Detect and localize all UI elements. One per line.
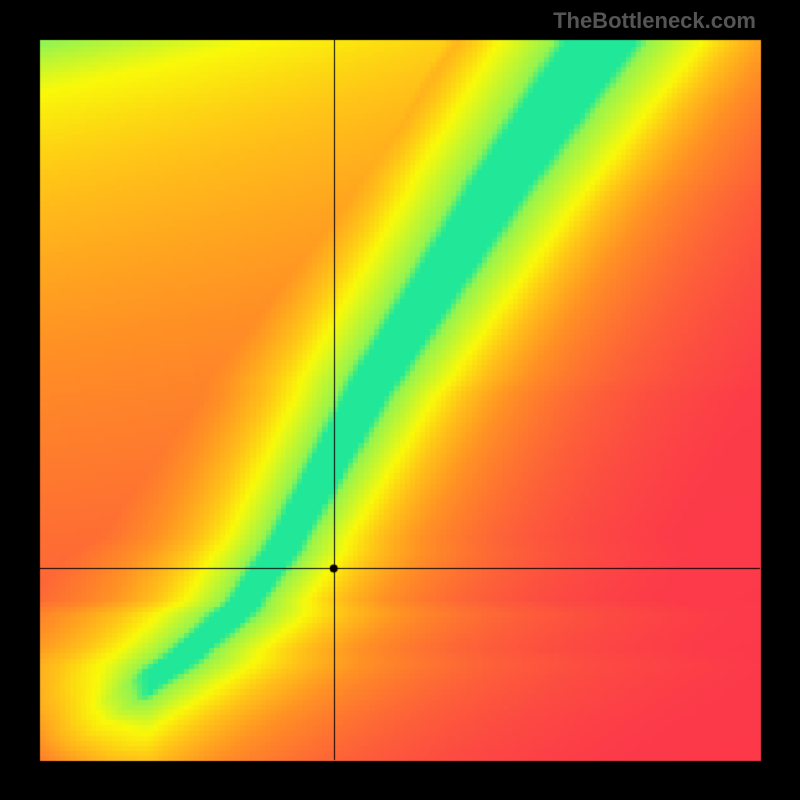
chart-container: TheBottleneck.com [0,0,800,800]
watermark-text: TheBottleneck.com [553,8,756,34]
bottleneck-heatmap [0,0,800,800]
